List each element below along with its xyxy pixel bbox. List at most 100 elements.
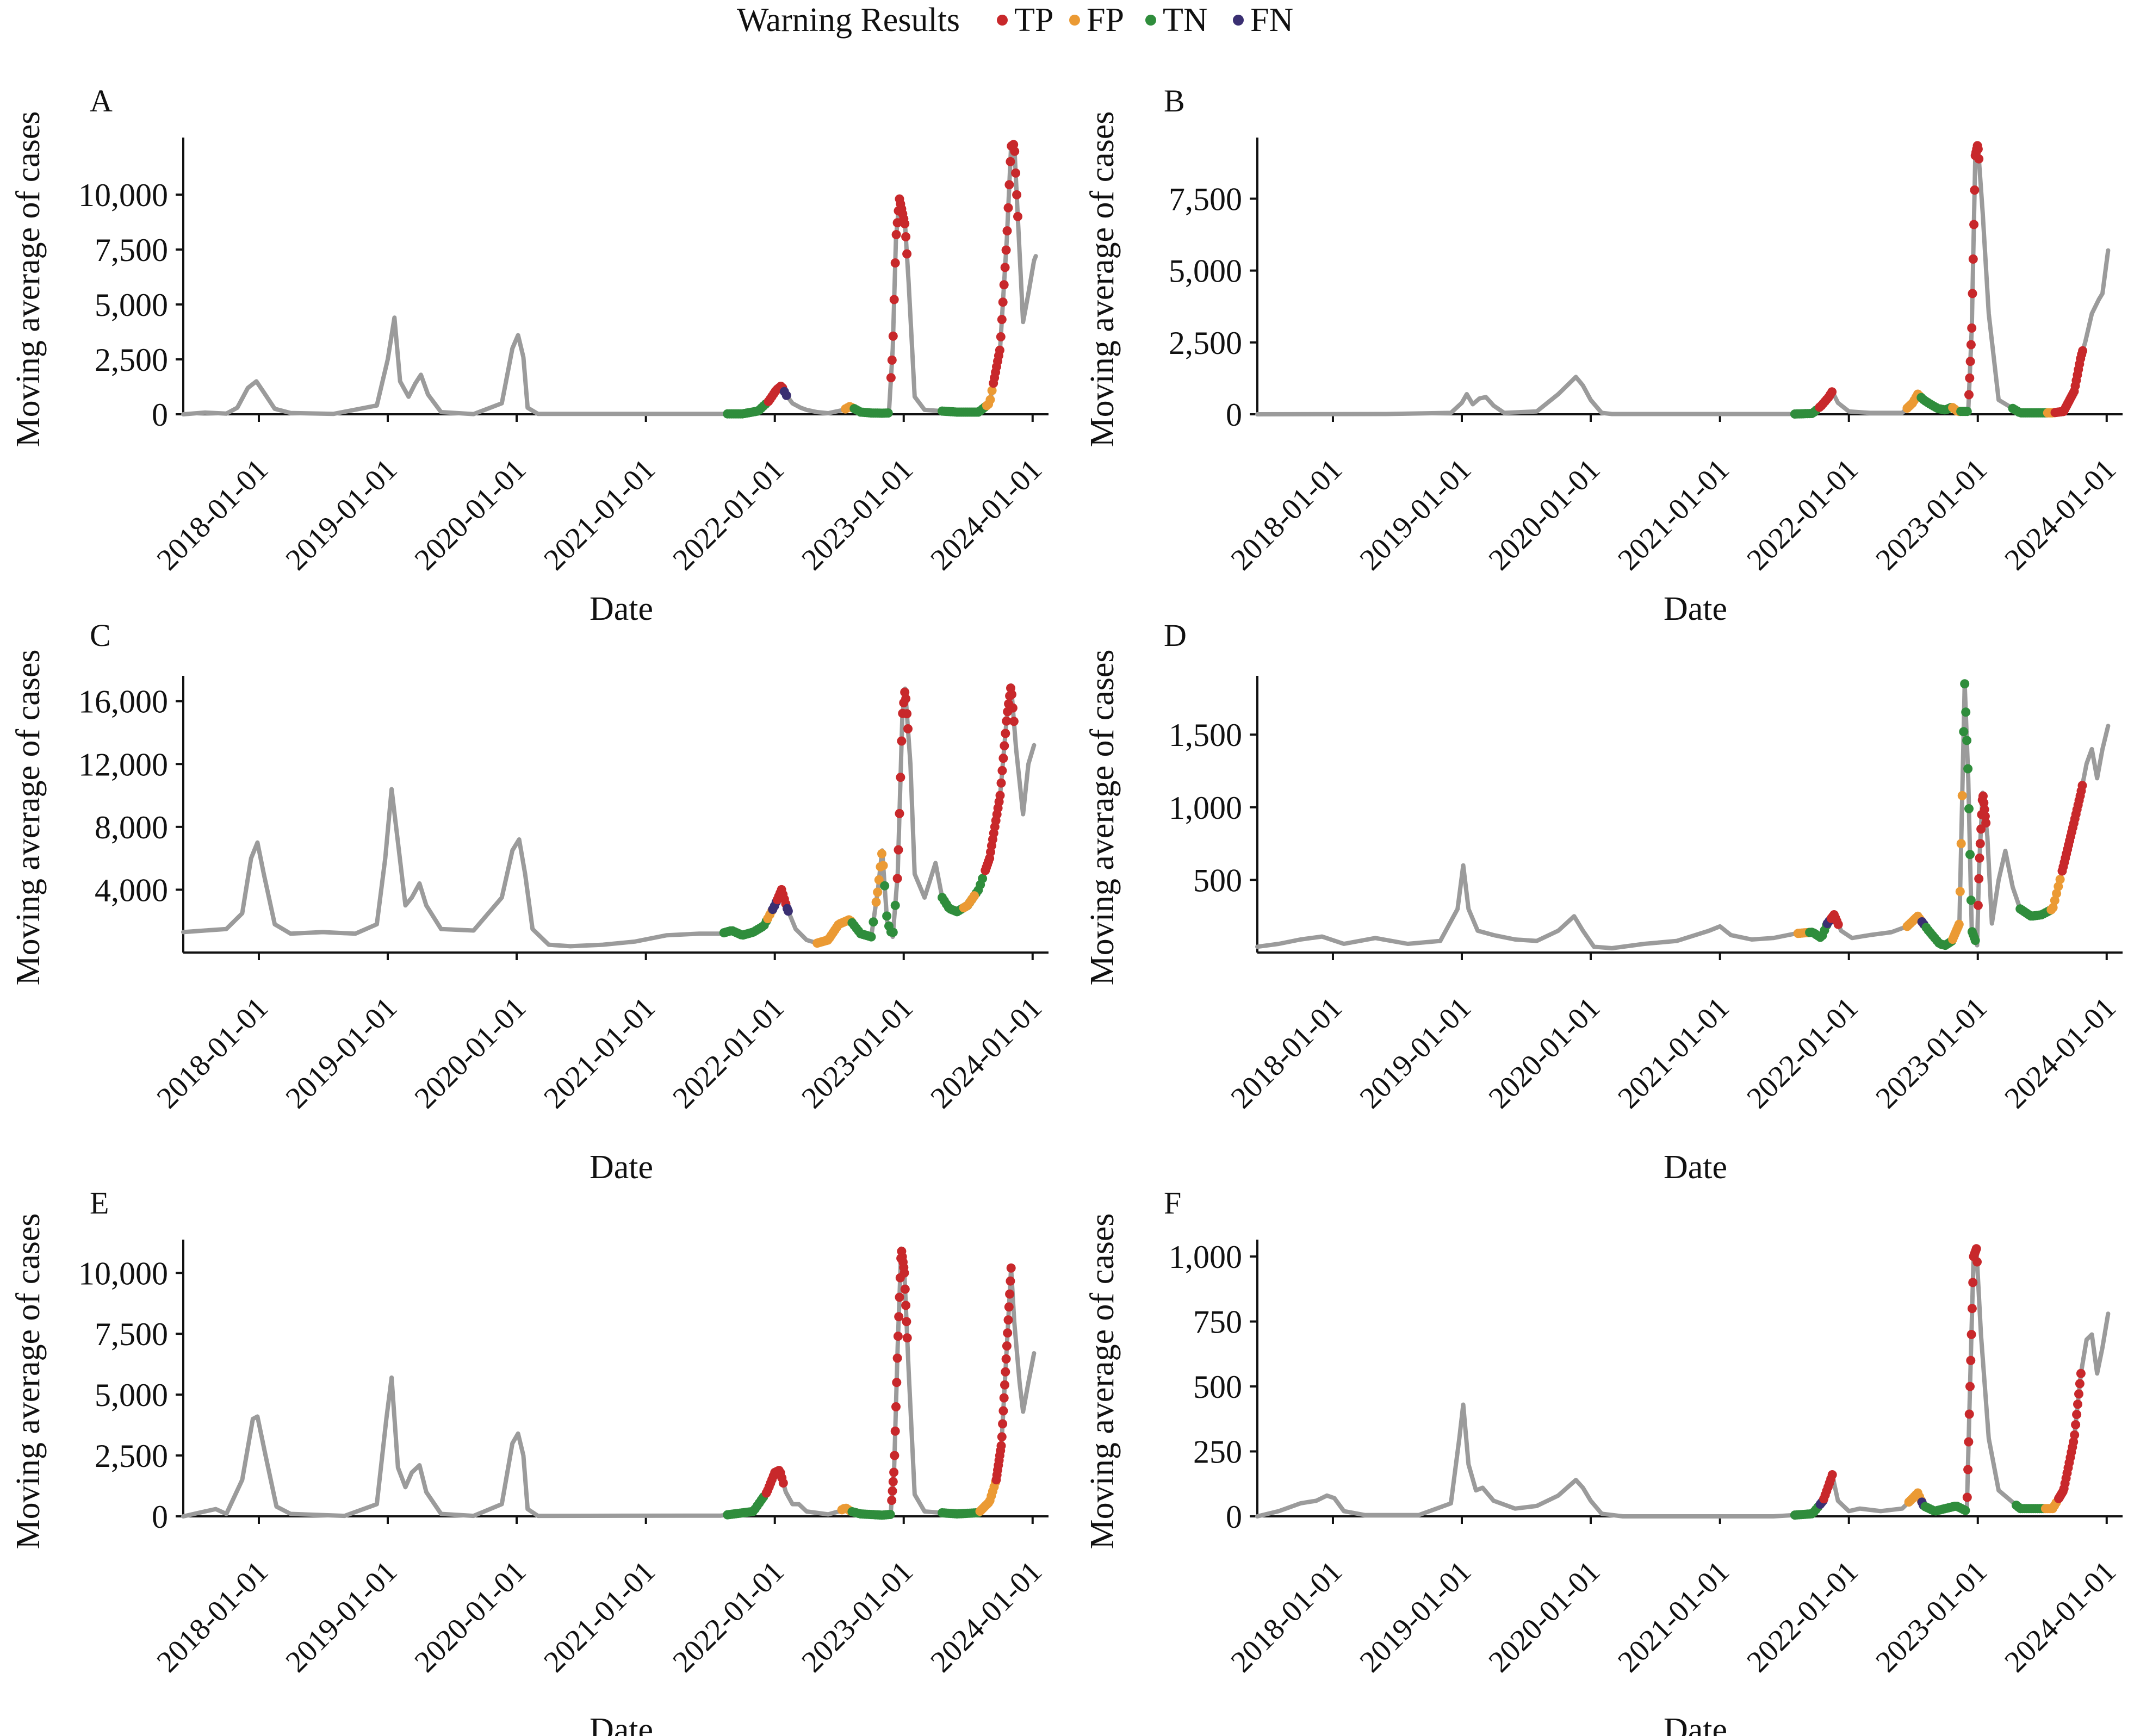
y-tick-label: 16,000 <box>78 684 168 720</box>
marker-tp <box>1965 1382 1975 1391</box>
warning-markers <box>719 683 1019 948</box>
y-tick-label: 10,000 <box>78 177 168 213</box>
marker-tp <box>899 1268 909 1278</box>
y-axis-title: Moving average of cases <box>1084 649 1121 985</box>
marker-tp <box>2072 1410 2082 1420</box>
y-tick-label: 0 <box>1226 397 1242 433</box>
marker-tp <box>1001 245 1011 255</box>
marker-tp <box>1005 1289 1015 1299</box>
marker-tn <box>885 1510 895 1519</box>
marker-tp <box>1000 741 1009 751</box>
marker-fp <box>1954 919 1964 929</box>
marker-tp <box>1833 919 1843 929</box>
warning-markers <box>1790 141 2088 419</box>
y-tick-label: 5,000 <box>95 287 168 323</box>
marker-fp <box>1957 791 1967 800</box>
marker-tn <box>888 928 898 937</box>
marker-tp <box>998 297 1008 307</box>
marker-tp <box>1008 703 1018 713</box>
marker-tp <box>1001 1367 1010 1377</box>
legend-label-tn: TN <box>1163 2 1208 39</box>
legend-label-fn: FN <box>1250 2 1293 39</box>
marker-tp <box>896 773 905 782</box>
marker-tp <box>1968 1278 1978 1287</box>
panel-label: B <box>1164 83 1185 119</box>
y-tick-label: 7,500 <box>95 1316 168 1352</box>
y-tick-label: 1,000 <box>1169 790 1242 826</box>
marker-tp <box>1964 390 1974 400</box>
marker-tp <box>892 874 902 883</box>
y-tick-label: 500 <box>1193 1369 1242 1405</box>
marker-tp <box>1003 1315 1013 1325</box>
marker-tp <box>778 1478 788 1488</box>
marker-tp <box>886 373 896 383</box>
marker-tp <box>1969 220 1979 229</box>
marker-fp <box>2050 895 2059 905</box>
marker-tn <box>1965 850 1975 860</box>
y-axis-title: Moving average of cases <box>1084 1213 1121 1549</box>
marker-tp <box>1002 716 1012 726</box>
marker-tp <box>2078 346 2088 356</box>
marker-tp <box>1964 1409 1974 1419</box>
marker-tp <box>1975 839 1985 849</box>
marker-tp <box>890 1426 900 1436</box>
legend-dot-fp <box>1069 15 1080 26</box>
y-axis-title: Moving average of cases <box>1084 111 1121 447</box>
y-tick-label: 0 <box>1226 1499 1242 1535</box>
marker-tp <box>1965 357 1975 366</box>
y-tick-label: 5,000 <box>1169 253 1242 289</box>
marker-tp <box>1003 203 1013 213</box>
marker-tp <box>1962 1492 1972 1502</box>
marker-tn <box>978 874 988 883</box>
marker-tn <box>880 881 890 891</box>
marker-tp <box>1974 154 1984 164</box>
marker-tn <box>1959 727 1969 737</box>
marker-fp <box>877 849 886 858</box>
y-tick-label: 750 <box>1193 1304 1242 1340</box>
marker-tp <box>902 1317 911 1327</box>
marker-fp <box>985 395 995 405</box>
marker-tp <box>1963 1465 1973 1474</box>
marker-tp <box>1004 180 1014 190</box>
marker-tp <box>998 1406 1008 1416</box>
marker-tp <box>1000 263 1010 272</box>
marker-tp <box>2075 1379 2085 1389</box>
marker-tp <box>1827 1470 1837 1479</box>
marker-tp <box>2077 781 2087 791</box>
x-axis-title: Date <box>590 1712 653 1736</box>
marker-tp <box>995 791 1005 800</box>
marker-tp <box>901 232 911 241</box>
marker-tp <box>888 331 898 341</box>
marker-tp <box>1966 340 1976 350</box>
y-tick-label: 0 <box>152 1499 168 1535</box>
marker-tp <box>2076 1368 2086 1378</box>
marker-tp <box>1006 157 1015 166</box>
marker-tp <box>902 1333 912 1343</box>
marker-tp <box>1000 1380 1009 1390</box>
marker-tp <box>1973 144 1983 154</box>
marker-tp <box>2070 1430 2080 1440</box>
marker-tp <box>1967 1304 1977 1314</box>
marker-tn <box>1960 679 1970 689</box>
x-axis-title: Date <box>1664 1149 1727 1186</box>
marker-tp <box>901 1301 911 1310</box>
marker-tp <box>1979 798 1989 808</box>
marker-tp <box>903 724 913 733</box>
marker-tp <box>999 280 1009 290</box>
marker-tp <box>1001 729 1010 738</box>
x-axis-title: Date <box>590 1149 653 1186</box>
marker-tp <box>1976 824 1986 834</box>
x-axis-title: Date <box>1664 1712 1727 1736</box>
marker-tp <box>1011 168 1021 178</box>
marker-tp <box>1974 874 1984 883</box>
panel-label: D <box>1164 618 1187 653</box>
y-tick-label: 2,500 <box>95 342 168 378</box>
y-tick-label: 4,000 <box>95 872 168 908</box>
marker-fp <box>970 891 979 901</box>
marker-fp <box>2052 888 2062 898</box>
y-axis-title: Moving average of cases <box>10 1213 47 1549</box>
marker-tp <box>1002 226 1012 236</box>
y-tick-label: 8,000 <box>95 810 168 845</box>
marker-tp <box>900 1284 910 1294</box>
marker-tp <box>890 1451 899 1460</box>
